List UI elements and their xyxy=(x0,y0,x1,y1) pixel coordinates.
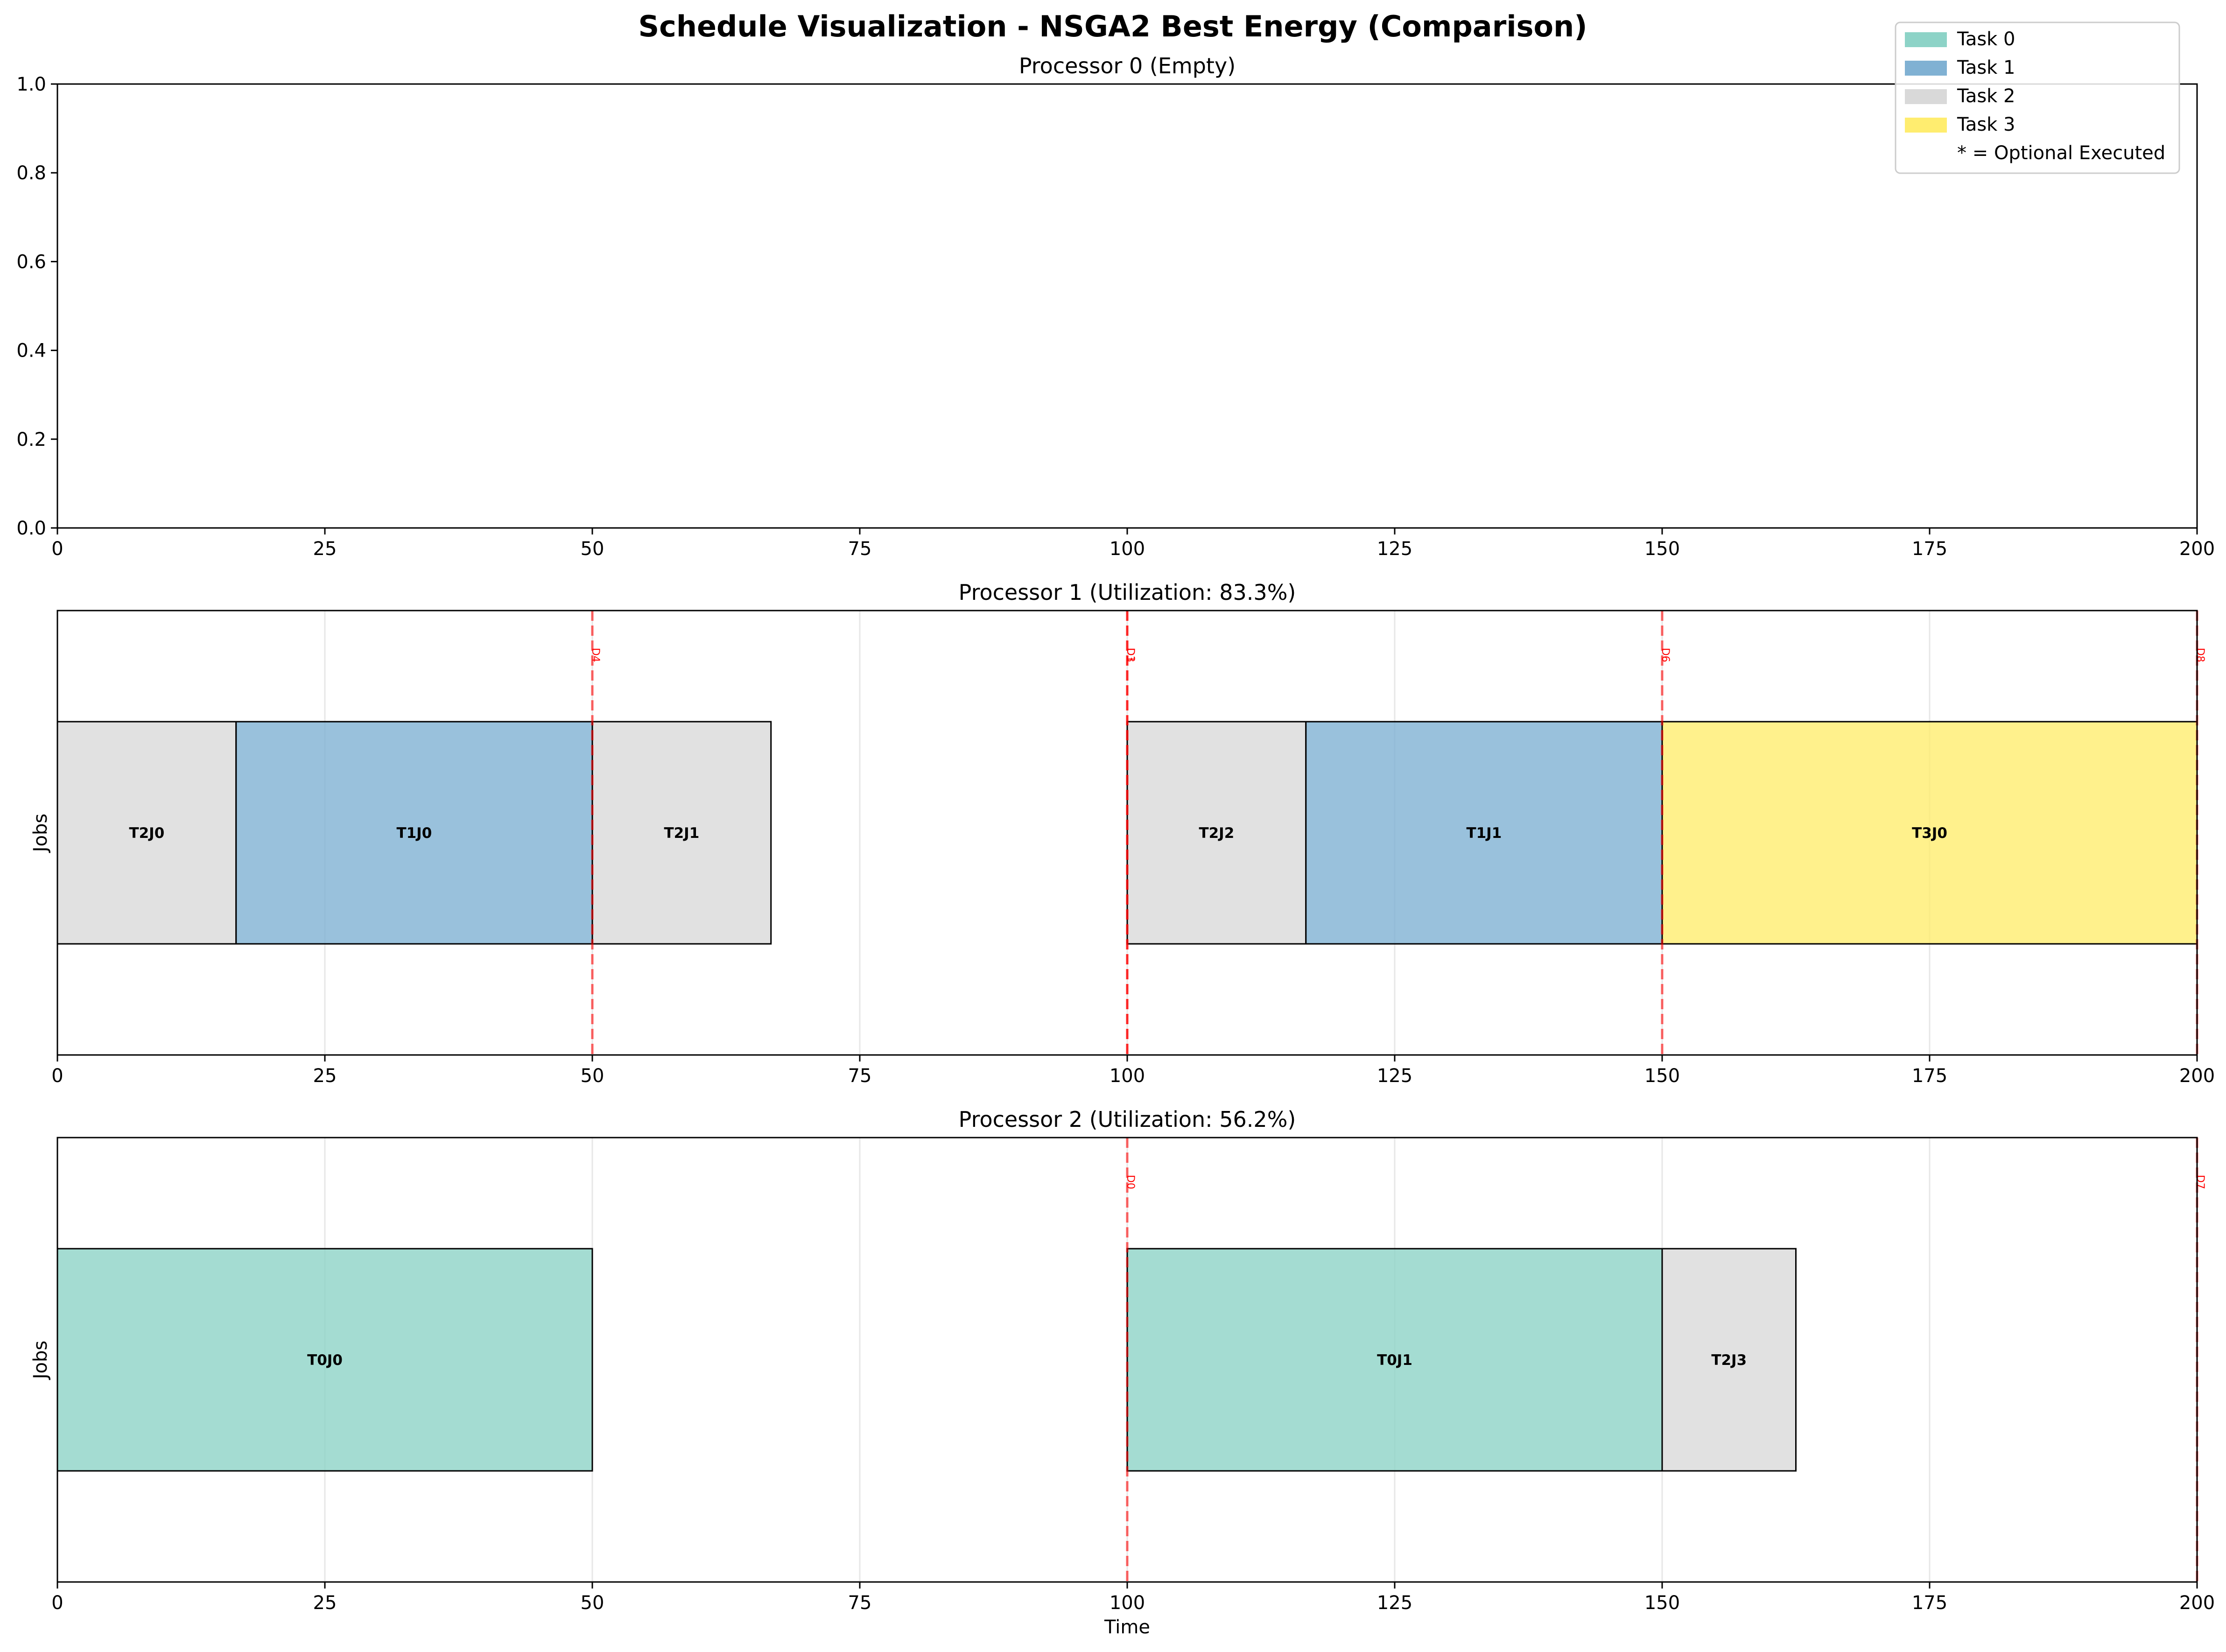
deadline-label: D4 xyxy=(590,648,601,662)
legend-label-task-1: Task 1 xyxy=(1957,57,2015,78)
job-label: T3J0 xyxy=(1912,825,1947,842)
legend-swatch-task-1 xyxy=(1905,61,1947,76)
job-label: T0J1 xyxy=(1377,1352,1412,1369)
job-bar-t0j0 xyxy=(56,1248,593,1472)
x-tick-label: 200 xyxy=(2179,538,2215,560)
x-tick-label: 175 xyxy=(1912,1065,1947,1087)
y-axis-label: Jobs xyxy=(30,814,51,854)
deadline-label: D1 xyxy=(1124,648,1136,662)
panel-processor-2: Processor 2 (Utilization: 56.2%) T0J0 T0J1… xyxy=(30,1107,2215,1638)
deadline-label: D6 xyxy=(1659,648,1671,662)
legend-swatch-task-3 xyxy=(1905,118,1947,133)
legend-label-task-0: Task 0 xyxy=(1957,28,2015,50)
legend-swatch-task-0 xyxy=(1905,32,1947,47)
job-bar-t0j1 xyxy=(1126,1248,1663,1472)
panel-title: Processor 1 (Utilization: 83.3%) xyxy=(959,580,1296,605)
x-tick-label: 150 xyxy=(1644,538,1680,560)
x-tick-label: 50 xyxy=(581,1592,604,1614)
x-tick-label: 100 xyxy=(1109,538,1145,560)
x-tick-label: 75 xyxy=(848,538,872,560)
x-tick-label: 75 xyxy=(848,1592,872,1614)
legend-note: * = Optional Executed xyxy=(1957,142,2165,164)
y-tick-label: 0.6 xyxy=(16,251,46,273)
deadline-label: D8 xyxy=(2194,648,2206,662)
job-label: T2J1 xyxy=(664,825,699,842)
x-tick-label: 175 xyxy=(1912,538,1947,560)
legend: Task 0 Task 1 Task 2 Task 3 * = Optional… xyxy=(1895,21,2180,174)
job-label: T0J0 xyxy=(307,1352,343,1369)
processor-panels: Processor 0 (Empty) 0 25 50 75 100 125 150 175 20… xyxy=(16,53,2215,1638)
x-tick-label: 175 xyxy=(1912,1592,1947,1614)
x-tick-label: 25 xyxy=(313,538,337,560)
x-tick-label: 100 xyxy=(1109,1592,1145,1614)
job-bar-t2j3 xyxy=(1661,1248,1797,1472)
x-tick-label: 25 xyxy=(313,1065,337,1087)
x-tick-label: 200 xyxy=(2179,1065,2215,1087)
x-tick-label: 0 xyxy=(51,1592,63,1614)
job-bar-t2j0 xyxy=(56,721,237,945)
x-tick-label: 75 xyxy=(848,1065,872,1087)
x-tick-label: 150 xyxy=(1644,1592,1680,1614)
deadline-label: D0 xyxy=(1124,1175,1136,1189)
y-axis-label: Jobs xyxy=(30,1341,51,1381)
legend-frame xyxy=(1895,21,2180,174)
x-tick-label: 50 xyxy=(581,1065,604,1087)
legend-label-task-3: Task 3 xyxy=(1957,114,2015,135)
x-tick-label: 100 xyxy=(1109,1065,1145,1087)
x-tick-label: 125 xyxy=(1377,1065,1412,1087)
job-label: T2J2 xyxy=(1199,825,1234,842)
panel-processor-1: Processor 1 (Utilization: 83.3%) T2J0 T1J0… xyxy=(30,580,2215,1087)
x-tick-label: 150 xyxy=(1644,1065,1680,1087)
job-label: T1J1 xyxy=(1466,825,1502,842)
job-bar-t1j1 xyxy=(1305,721,1663,945)
job-label: T2J0 xyxy=(129,825,164,842)
job-bar-t2j1 xyxy=(591,721,772,945)
job-bar-t1j0 xyxy=(235,721,593,945)
panel-title: Processor 2 (Utilization: 56.2%) xyxy=(959,1107,1296,1132)
panel-processor-0: Processor 0 (Empty) 0 25 50 75 100 125 150 175 20… xyxy=(16,53,2215,560)
x-tick-label: 200 xyxy=(2179,1592,2215,1614)
legend-swatch-task-2 xyxy=(1905,89,1947,104)
x-tick-label: 125 xyxy=(1377,538,1412,560)
y-tick-label: 0.0 xyxy=(16,518,46,539)
figure-title: Schedule Visualization - NSGA2 Best Ener… xyxy=(638,9,1587,43)
y-tick-label: 0.4 xyxy=(16,340,46,362)
job-label: T2J3 xyxy=(1711,1352,1747,1369)
y-tick-label: 0.8 xyxy=(16,162,46,184)
y-tick-label: 0.2 xyxy=(16,429,46,450)
x-tick-label: 0 xyxy=(51,1065,63,1087)
x-tick-label: 25 xyxy=(313,1592,337,1614)
legend-label-task-2: Task 2 xyxy=(1957,85,2015,107)
panel-title: Processor 0 (Empty) xyxy=(1019,53,1236,78)
x-tick-label: 0 xyxy=(51,538,63,560)
x-axis-label: Time xyxy=(1104,1617,1150,1638)
x-tick-label: 50 xyxy=(581,538,604,560)
job-bar-t2j2 xyxy=(1126,721,1307,945)
y-tick-label: 1.0 xyxy=(16,74,46,95)
job-label: T1J0 xyxy=(396,825,432,842)
x-tick-label: 125 xyxy=(1377,1592,1412,1614)
deadline-label: D7 xyxy=(2194,1175,2206,1189)
